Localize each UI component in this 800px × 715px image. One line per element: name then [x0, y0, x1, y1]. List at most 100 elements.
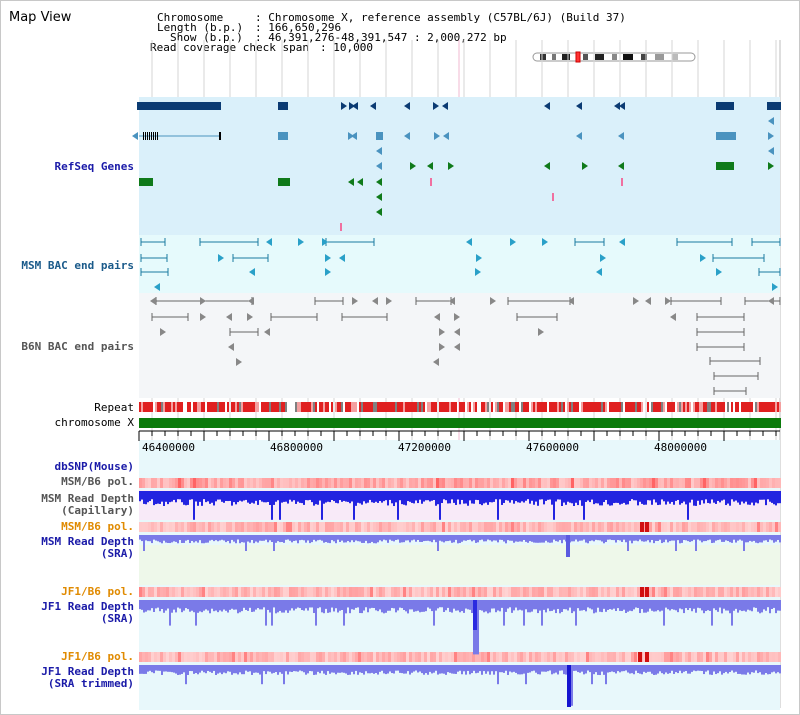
jf1-sra-depth-bar: [457, 600, 459, 611]
jf1-trimmed-depth-bar: [601, 665, 603, 672]
track-drawings[interactable]: [132, 97, 781, 710]
jf1-sra-depth-bar: [315, 600, 317, 626]
jf1-sra-depth-bar: [201, 600, 203, 613]
msm-sra-depth-bar: [701, 535, 703, 543]
jf1-trimmed-depth-bar: [355, 665, 357, 671]
msm-capillary-depth-bar: [707, 491, 709, 503]
jf1-trimmed-depth-bar: [157, 665, 159, 671]
track-label-msm-depth-sra[interactable]: MSM Read Depth: [41, 535, 134, 548]
jf1-pol-cell-2: [421, 652, 424, 662]
track-label-jf1-depth-sra[interactable]: JF1 Read Depth: [41, 600, 134, 613]
track-label-msm-depth-capillary[interactable]: MSM Read Depth: [41, 492, 134, 505]
msm-pol-cell-1: [178, 478, 181, 488]
msm-pol-cell-1: [706, 478, 709, 488]
msm-sra-depth-bar: [305, 535, 307, 543]
track-label-dbsnp[interactable]: dbSNP(Mouse): [54, 460, 134, 473]
jf1-trimmed-depth-bar: [497, 665, 499, 685]
jf1-trimmed-depth-bar: [711, 665, 713, 675]
msm-sra-depth-bar: [739, 535, 741, 540]
jf1-sra-depth-bar: [189, 600, 191, 612]
track-label-msm-pol-1[interactable]: MSM/B6 pol.: [61, 475, 134, 488]
msm-sra-depth-bar: [355, 535, 357, 541]
jf1-trimmed-depth-bar: [407, 665, 409, 672]
msm-pol-cell-2: [448, 522, 451, 532]
repeat-segment: [365, 402, 367, 412]
msm-pol-cell-2: [256, 522, 259, 532]
jf1-pol-cell-1: [142, 587, 145, 597]
jf1-pol-cell-1: [394, 587, 397, 597]
msm-capillary-depth-bar: [613, 491, 615, 504]
jf1-pol-cell-1: [673, 587, 676, 597]
repeat-segment: [475, 402, 477, 412]
repeat-segment: [689, 402, 691, 412]
msm-capillary-depth-bar: [501, 491, 503, 505]
msm-capillary-depth-bar: [243, 491, 245, 501]
msm-pol-cell-1: [160, 478, 163, 488]
track-label-refseq-genes[interactable]: RefSeq Genes: [54, 160, 134, 173]
msm-pol-cell-2: [715, 522, 718, 532]
jf1-sra-depth-bar: [491, 600, 493, 609]
track-label-msm-bac[interactable]: MSM BAC end pairs: [21, 259, 134, 272]
jf1-trimmed-depth-bar: [259, 665, 261, 675]
repeat-segment: [461, 402, 463, 412]
track-label-jf1-pol-2[interactable]: JF1/B6 pol.: [61, 650, 134, 663]
chromosome-ideogram[interactable]: [532, 51, 696, 63]
repeat-segment: [639, 402, 641, 412]
msm-pol-cell-1: [340, 478, 343, 488]
jf1-pol-cell-1: [694, 587, 697, 597]
jf1-trimmed-depth-bar: [515, 665, 517, 673]
msm-capillary-depth-bar: [595, 491, 597, 504]
msm-capillary-depth-bar: [763, 491, 765, 500]
repeat-segment: [389, 402, 391, 412]
ideogram-band: [562, 54, 570, 60]
track-label-b6n-bac[interactable]: B6N BAC end pairs: [21, 340, 134, 353]
jf1-sra-depth-bar: [293, 600, 295, 611]
jf1-pol-cell-1: [277, 587, 280, 597]
repeat-segment: [767, 402, 769, 412]
msm-pol-cell-1: [625, 478, 628, 488]
track-label-jf1-pol-1[interactable]: JF1/B6 pol.: [61, 585, 134, 598]
msm-capillary-depth-bar: [325, 491, 327, 503]
repeat-segment: [601, 402, 603, 412]
msm-pol-cell-1: [193, 478, 196, 488]
msm-capillary-depth-bar: [767, 491, 769, 500]
track-label-msm-pol-2[interactable]: MSM/B6 pol.: [61, 520, 134, 533]
msm-sra-depth-bar: [677, 535, 679, 541]
msm-capillary-depth-bar: [431, 491, 433, 501]
repeat-segment: [731, 402, 733, 412]
msm-pol-cell-1: [145, 478, 148, 488]
msm-capillary-depth-bar: [459, 491, 461, 505]
jf1-trimmed-depth-bar: [737, 665, 739, 674]
msm-pol-cell-2: [694, 522, 697, 532]
msm-pol-cell-2: [505, 522, 508, 532]
msm-capillary-depth-bar: [759, 491, 761, 500]
jf1-sra-depth-bar: [297, 600, 299, 608]
msm-pol-cell-1: [511, 478, 514, 488]
jf1-sra-depth-bar: [749, 600, 751, 611]
jf1-sra-depth-bar: [487, 600, 489, 614]
repeat-segment: [321, 402, 323, 412]
jf1-trimmed-depth-bar: [293, 665, 295, 672]
jf1-trimmed-depth-bar: [525, 665, 527, 685]
jf1-pol-cell-1: [226, 587, 229, 597]
jf1-sra-depth-bar: [303, 600, 305, 611]
jf1-sra-depth-bar: [427, 600, 429, 608]
track-label-jf1-depth-trimmed[interactable]: JF1 Read Depth: [41, 665, 134, 678]
msm-pol-cell-1: [202, 478, 205, 488]
jf1-pol-cell-2: [175, 652, 178, 662]
jf1-pol-cell-1: [571, 587, 574, 597]
jf1-pol-cell-2: [298, 652, 301, 662]
jf1-trimmed-depth-bar: [593, 665, 595, 675]
msm-pol-cell-1: [352, 478, 355, 488]
msm-pol-cell-1: [667, 478, 670, 488]
jf1-sra-depth-bar: [575, 600, 577, 626]
msm-sra-depth-bar: [605, 535, 607, 543]
msm-sra-depth-bar: [499, 535, 501, 540]
msm-pol-cell-1: [652, 478, 655, 488]
msm-capillary-depth-bar: [537, 491, 539, 506]
jf1-trimmed-depth-bar: [703, 665, 705, 675]
jf1-pol-cell-2: [736, 652, 739, 662]
msm-capillary-depth-bar: [143, 491, 145, 504]
msm-capillary-depth-bar: [323, 491, 325, 504]
